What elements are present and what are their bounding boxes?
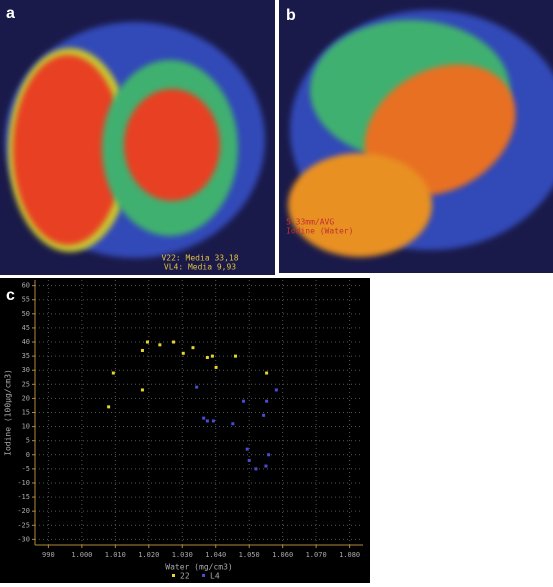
- y-tick-label: 15: [22, 409, 30, 417]
- x-tick-label: 1.020: [138, 551, 159, 559]
- point: [262, 413, 266, 417]
- y-tick-label: 20: [22, 394, 30, 402]
- legend-marker: [202, 574, 205, 577]
- point: [210, 354, 214, 358]
- panel-a-image: a V22: Media 33,18 VL4: Media 9,93: [0, 0, 275, 275]
- point: [233, 354, 237, 358]
- point: [231, 422, 235, 426]
- image-text: Iodine (Water): [286, 227, 353, 236]
- point: [267, 453, 271, 457]
- y-tick-label: -10: [17, 479, 30, 487]
- y-tick-label: 10: [22, 423, 30, 431]
- y-tick-label: 30: [22, 366, 30, 374]
- y-tick-label: -30: [17, 535, 30, 543]
- panel-label: b: [286, 7, 296, 24]
- panel-b-image: b 5.33mm/AVG Iodine (Water): [279, 0, 553, 273]
- point: [265, 371, 269, 375]
- x-tick-label: 1.080: [339, 551, 360, 559]
- y-tick-label: -25: [17, 521, 30, 529]
- panel-label: a: [6, 5, 15, 22]
- y-tick-label: -20: [17, 507, 30, 515]
- y-tick-label: 25: [22, 380, 30, 388]
- y-tick-label: -15: [17, 493, 30, 501]
- panel-label: c: [6, 287, 15, 304]
- y-tick-label: 0: [26, 451, 30, 459]
- point: [205, 419, 209, 423]
- legend-marker: [172, 574, 175, 577]
- point: [211, 419, 215, 423]
- point: [202, 416, 206, 420]
- x-tick-label: 1.000: [71, 551, 92, 559]
- point: [265, 399, 269, 403]
- x-tick-label: 1.050: [239, 551, 260, 559]
- point: [111, 371, 115, 375]
- point: [107, 405, 111, 409]
- y-tick-label: 40: [22, 338, 30, 346]
- point: [172, 340, 176, 344]
- y-tick-label: -5: [22, 465, 30, 473]
- image-text: VL4: Media 9,93: [164, 263, 236, 272]
- legend-label: L4: [210, 572, 220, 581]
- x-tick-label: 1.070: [306, 551, 327, 559]
- scatter-chart: c -30 -25 -20 -15 -10 -5 0 5 10 15 20 25 30 35 40 45 50 5…: [0, 278, 370, 583]
- point: [274, 388, 278, 392]
- point: [245, 447, 249, 451]
- y-tick-label: 35: [22, 352, 30, 360]
- point: [264, 464, 268, 468]
- image-text: 5.33mm/AVG: [286, 218, 334, 227]
- point: [140, 348, 144, 352]
- point: [242, 399, 246, 403]
- point: [205, 356, 209, 360]
- point: [191, 346, 195, 350]
- x-tick-label: 1.060: [272, 551, 293, 559]
- point: [254, 467, 258, 471]
- y-tick-label: 60: [22, 282, 30, 290]
- y-axis-label: Iodine (100μg/cm3): [4, 369, 13, 456]
- point: [195, 385, 199, 389]
- point: [181, 351, 185, 355]
- y-tick-label: 5: [26, 437, 30, 445]
- point: [158, 343, 162, 347]
- x-tick-label: 1.040: [205, 551, 226, 559]
- legend-label: 22: [180, 572, 190, 581]
- point: [247, 458, 251, 462]
- y-tick-label: 55: [22, 296, 30, 304]
- point: [214, 365, 218, 369]
- point: [145, 340, 149, 344]
- x-tick-label: 1.010: [105, 551, 126, 559]
- x-axis-label: Water (mg/cm3): [165, 563, 232, 572]
- x-tick-label: 1.030: [172, 551, 193, 559]
- y-tick-label: 45: [22, 324, 30, 332]
- image-text: V22: Media 33,18: [161, 254, 238, 263]
- point: [140, 388, 144, 392]
- y-tick-label: 50: [22, 310, 30, 318]
- x-tick-label: 990: [42, 551, 55, 559]
